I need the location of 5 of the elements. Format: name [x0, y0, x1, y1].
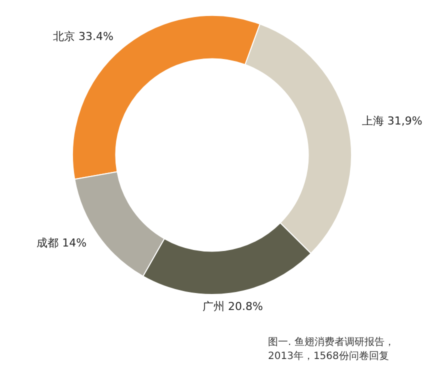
- slice-label: 上海 31,9%: [362, 114, 422, 128]
- slice-label: 成都 14%: [36, 236, 87, 250]
- slice-label: 广州 20.8%: [202, 300, 263, 313]
- slice-label: 北京 33.4%: [53, 30, 114, 44]
- text: 图一. 鱼翅消费者调研报告，2013年，1568份问卷回复: [268, 336, 396, 364]
